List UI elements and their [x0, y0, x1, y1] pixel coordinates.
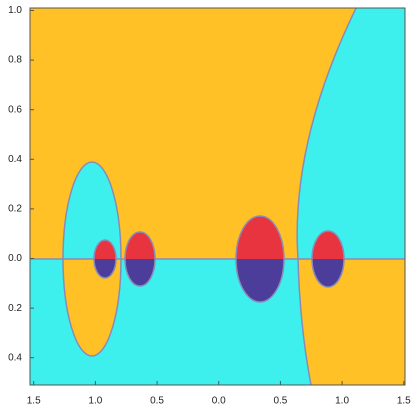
region [312, 259, 344, 287]
x-tick-label: 0.5 [273, 396, 287, 407]
region [125, 259, 155, 286]
region [312, 231, 344, 259]
boundary [93, 239, 117, 279]
boundary [311, 230, 345, 288]
y-tick-label: 0.2 [8, 204, 22, 215]
region [63, 162, 121, 259]
x-tick-label: 1.0 [335, 396, 349, 407]
y-tick-label: 0.4 [8, 154, 22, 165]
y-tick-label: 1.0 [8, 5, 22, 16]
y-tick-label: 0.2 [8, 303, 22, 314]
region [125, 232, 155, 259]
region [63, 259, 121, 356]
region [94, 240, 116, 259]
x-tick-label: 1.5 [397, 396, 411, 407]
boundary [235, 215, 285, 303]
plot-frame [29, 7, 406, 386]
y-tick-label: 0.8 [8, 55, 22, 66]
x-tick-label: 1.5 [27, 396, 41, 407]
region [297, 8, 405, 259]
boundary [124, 231, 156, 287]
y-tick-label: 0.4 [8, 352, 22, 363]
x-tick-label: 0.0 [212, 396, 226, 407]
blobs [93, 215, 345, 303]
boundary [296, 8, 357, 385]
region [298, 259, 405, 385]
region [236, 216, 284, 259]
region [94, 259, 116, 278]
y-tick-label: 0.0 [8, 253, 22, 264]
y-tick-label: 0.6 [8, 104, 22, 115]
x-tick-label: 0.5 [150, 396, 164, 407]
region [236, 259, 284, 302]
x-tick-label: 1.0 [88, 396, 102, 407]
region-plot [30, 8, 405, 385]
